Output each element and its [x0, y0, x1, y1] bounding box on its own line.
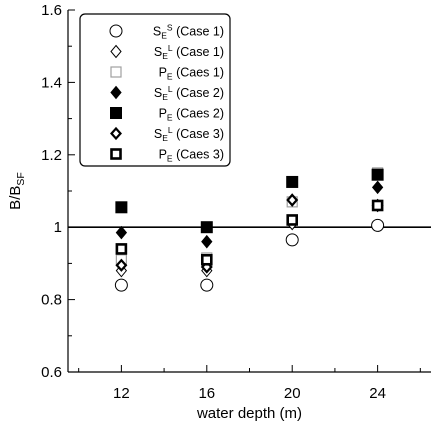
legend-marker	[110, 148, 122, 160]
series-2	[115, 198, 384, 278]
series-3	[115, 167, 384, 266]
data-point	[371, 218, 385, 232]
legend-label: PE (Caes 1)	[159, 66, 224, 82]
legend-marker	[110, 107, 122, 119]
legend-item: SEL (Case 3)	[110, 125, 224, 143]
legend-item: SEL (Case 1)	[110, 43, 224, 61]
data-point	[286, 193, 299, 207]
data-point	[285, 233, 299, 247]
series-6	[115, 193, 384, 274]
legend-marker	[110, 126, 122, 141]
y-tick-label: 1.6	[41, 2, 62, 19]
legend-label: PE (Caes 3)	[159, 148, 224, 164]
y-axis-title-sub: SF	[15, 172, 27, 185]
series-7	[115, 199, 384, 266]
data-point	[371, 199, 384, 212]
y-tick-label: 0.8	[41, 292, 62, 309]
data-point	[201, 234, 213, 249]
legend: SES (Case 1) SEL (Case 1) PE (Caes 1) SEL (…	[79, 13, 231, 167]
legend-marker	[109, 24, 123, 38]
data-point	[286, 175, 299, 188]
x-tick-label: 24	[369, 385, 386, 402]
series-4	[115, 180, 384, 249]
data-point	[200, 253, 213, 266]
legend-item: SES (Case 1)	[109, 23, 224, 41]
y-axis-title: B/BSF	[7, 172, 27, 210]
legend-marker	[110, 66, 122, 78]
legend-item: PE (Caes 1)	[110, 66, 224, 82]
data-point	[286, 214, 299, 226]
y-tick-label: 0.6	[41, 364, 62, 381]
y-tick-label: 1.4	[41, 74, 62, 91]
legend-label: SEL (Case 2)	[154, 84, 224, 102]
y-tick-label: 1.2	[41, 147, 62, 164]
series-5	[115, 168, 384, 234]
data-point	[371, 168, 384, 181]
data-point	[115, 258, 128, 272]
legend-marker	[110, 85, 122, 100]
x-tick-label: 12	[113, 385, 130, 402]
data-point	[200, 221, 213, 234]
legend-item: SEL (Case 2)	[110, 84, 224, 102]
legend-label: SES (Case 1)	[153, 23, 224, 41]
data-point	[115, 243, 128, 255]
data-point	[114, 278, 128, 292]
data-point	[371, 180, 384, 195]
legend-label: SEL (Case 3)	[154, 125, 224, 143]
y-tick-label: 1	[54, 219, 62, 236]
series-1	[114, 218, 385, 292]
legend-label: PE (Caes 2)	[159, 107, 224, 123]
legend-item: PE (Caes 3)	[110, 148, 224, 164]
legend-label: SEL (Case 1)	[154, 43, 224, 61]
axes: 0.6 0.8 1 1.2 1.4 1.6 12 16 20 24	[41, 2, 431, 402]
data-point	[115, 201, 128, 214]
x-tick-label: 16	[198, 385, 215, 402]
y-axis-title-base: B/B	[7, 186, 24, 210]
data-point	[200, 278, 214, 292]
x-tick-label: 20	[284, 385, 301, 402]
legend-item: PE (Caes 2)	[110, 107, 224, 123]
legend-marker	[110, 44, 122, 59]
plot-area	[68, 167, 431, 292]
data-point	[115, 225, 128, 240]
x-axis-title: water depth (m)	[196, 405, 302, 422]
